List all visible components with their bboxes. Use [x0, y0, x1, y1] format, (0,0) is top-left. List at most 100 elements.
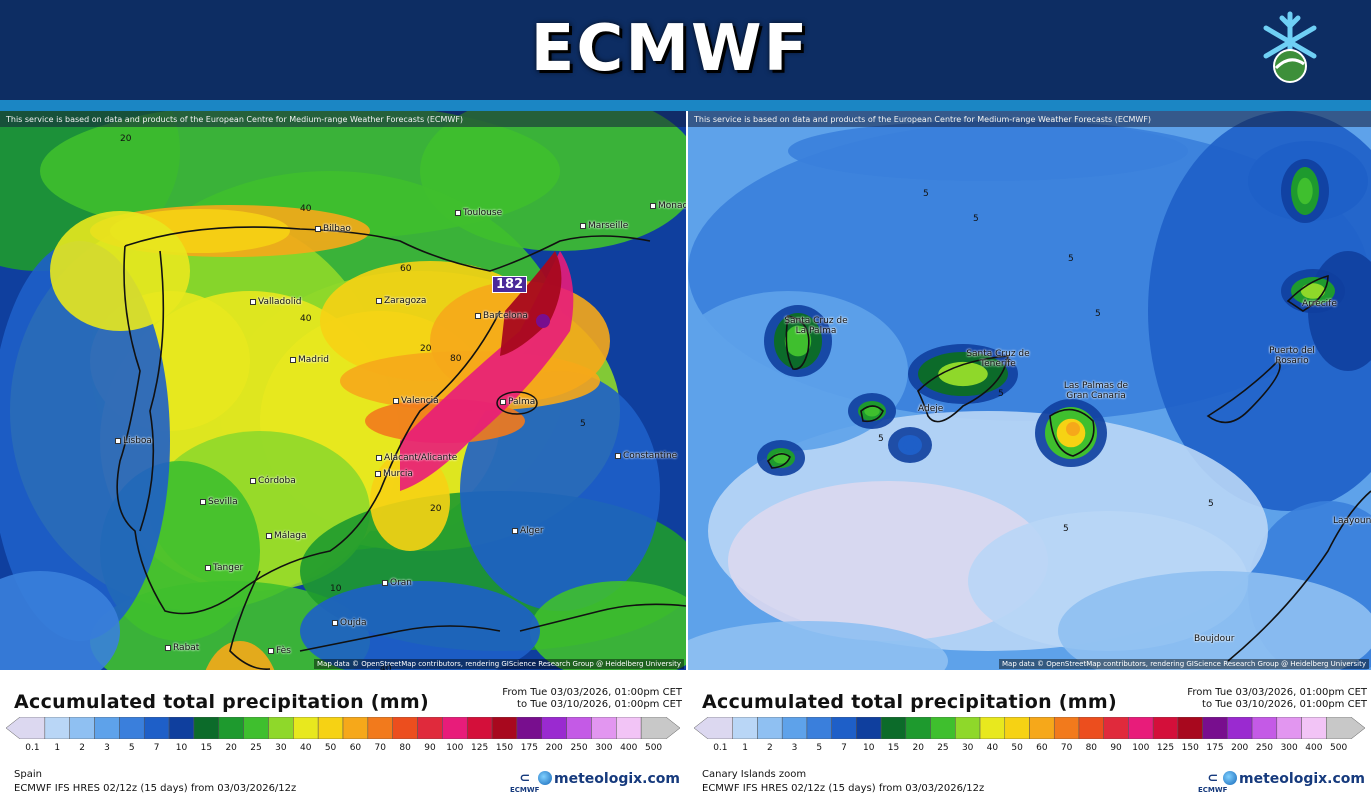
city-label: Alacant/Alicante	[376, 453, 457, 463]
contour-label: 60	[400, 264, 412, 274]
colorbar-swatch	[1202, 717, 1228, 739]
coastline	[767, 453, 791, 469]
canary-precipitation-map: 5 5 5 5 5 5 5 5	[688, 111, 1371, 670]
meteologix-brand[interactable]: meteologix.com	[1223, 771, 1365, 787]
colorbar-swatch	[44, 717, 70, 739]
colorbar-tick-label: 500	[1330, 743, 1348, 753]
colorbar-swatch	[640, 717, 680, 739]
colorbar-tick-label: 25	[250, 743, 262, 753]
colorbar-swatch	[856, 717, 882, 739]
contour-label: 5	[998, 389, 1004, 399]
colorbar-tick-label: 80	[399, 743, 411, 753]
colorbar-tick-label: 60	[1036, 743, 1048, 753]
region-label: Spain	[14, 769, 42, 780]
colorbar-swatch	[193, 717, 220, 739]
colorbar-swatch	[1004, 717, 1030, 739]
colorbar-swatch	[1128, 717, 1154, 739]
colorbar-tick-label: 15	[200, 743, 213, 753]
city-label: Oujda	[332, 618, 367, 628]
city-label: Laayoune	[1333, 516, 1371, 526]
region-label: Canary Islands zoom	[702, 769, 807, 780]
globe-icon	[538, 771, 553, 785]
notice-bar	[0, 111, 686, 127]
city-label: Arrecife	[1302, 299, 1337, 309]
colorbar-tick-label: 50	[324, 743, 337, 753]
precip-region	[0, 571, 120, 670]
colorbar-swatch	[1177, 717, 1203, 739]
colorbar-swatch	[1078, 717, 1104, 739]
city-label: Barcelona	[475, 311, 528, 321]
city-label: Valencia	[393, 396, 439, 406]
colorbar-swatch	[831, 717, 857, 739]
precip-region	[50, 211, 190, 331]
contour-label: 5	[1063, 524, 1069, 534]
colorbar-swatch	[342, 717, 369, 739]
colorbar-swatch	[1152, 717, 1179, 739]
city-label: Las Palmas de Gran Canaria	[1063, 381, 1129, 401]
colorbar-swatch	[268, 717, 294, 739]
contour-label: 5	[1068, 254, 1074, 264]
period-to: to Tue 03/10/2026, 01:00pm CET	[1202, 699, 1367, 710]
precip-region	[0, 241, 170, 641]
contour-label: 40	[380, 664, 392, 670]
coastline	[299, 625, 501, 652]
colorbar-tick-label: 125	[471, 743, 489, 753]
map-attribution[interactable]: Map data © OpenStreetMap contributors, r…	[314, 659, 684, 669]
colorbar-ticks: 0.1 1 2 3 5 7 10 15 20 25 30 40 50 60 70 80 90 100 125 150 1…	[0, 743, 686, 757]
colorbar-tick-label: 2	[79, 743, 85, 753]
coastline	[860, 405, 884, 423]
snowflake-globe-icon	[1263, 11, 1317, 83]
precip-region	[788, 121, 1188, 181]
city-label: Lisboa	[115, 436, 152, 446]
colorbar-swatch	[591, 717, 617, 739]
colorbar-swatch	[1301, 717, 1327, 739]
colorbar-tick-label: 90	[424, 743, 436, 753]
contour-label: 10	[330, 584, 342, 594]
contour-label: 20	[430, 504, 442, 514]
coastline	[229, 570, 271, 670]
period-from: From Tue 03/03/2026, 01:00pm CET	[502, 687, 682, 698]
colorbar-swatch	[1251, 717, 1278, 739]
colorbar-swatch	[1053, 717, 1080, 739]
colorbar-swatch	[94, 717, 120, 739]
city-label: Constantine	[615, 451, 677, 461]
meteologix-brand[interactable]: meteologix.com	[538, 771, 680, 787]
coastline	[116, 245, 501, 615]
model-run-label: ECMWF IFS HRES 02/12z (15 days) from 03/…	[702, 783, 985, 794]
precip-region	[420, 111, 686, 251]
city-label: Oran	[382, 578, 412, 588]
city-label: Rabat	[165, 643, 199, 653]
colorbar-swatch	[442, 717, 468, 739]
canary-map-panel[interactable]: 5 5 5 5 5 5 5 5 This service is based on data a…	[688, 111, 1371, 670]
colorbar-tick-label: 400	[620, 743, 638, 753]
coastline	[1049, 408, 1095, 457]
colorbar-tick-label: 15	[887, 743, 900, 753]
precip-peak	[1066, 422, 1080, 436]
colorbar-tick-label: 5	[816, 743, 823, 753]
precip-region	[205, 641, 275, 670]
colorbar-swatch	[392, 717, 418, 739]
map-attribution[interactable]: Map data © OpenStreetMap contributors, r…	[999, 659, 1369, 669]
spain-map-panel[interactable]: 20 40 60 80 40 20 5 10 20 40 This service is base…	[0, 111, 686, 670]
colorbar-tick-label: 3	[104, 743, 110, 753]
precip-peak	[536, 314, 550, 328]
colorbar-tick-label: 250	[1255, 743, 1274, 753]
colorbar-tick-label: 2	[766, 743, 773, 753]
colorbar-tick-label: 500	[644, 743, 663, 753]
colorbar-swatch	[930, 717, 956, 739]
colorbar-tick-label: 30	[961, 743, 974, 753]
colorbar-swatch	[781, 717, 808, 739]
city-label: Santa Cruz de La Palma	[784, 316, 848, 336]
colorbar-swatch	[466, 717, 493, 739]
city-label: Bilbao	[315, 224, 351, 234]
precip-region	[864, 405, 880, 417]
colorbar-swatch	[243, 717, 269, 739]
coastline	[124, 226, 651, 272]
colorbar-tick-label: 10	[175, 743, 188, 753]
colorbar-tick-label: 20	[912, 743, 924, 753]
precip-region	[903, 439, 917, 451]
colorbar-swatch	[541, 717, 567, 739]
precip-region	[1058, 571, 1371, 670]
colorbar-tick-label: 150	[495, 743, 514, 753]
colorbar-ticks: 0.1 1 2 3 5 7 10 15 20 25 30 40 50 60 70 80 90 100 125 150 1…	[688, 743, 1371, 757]
